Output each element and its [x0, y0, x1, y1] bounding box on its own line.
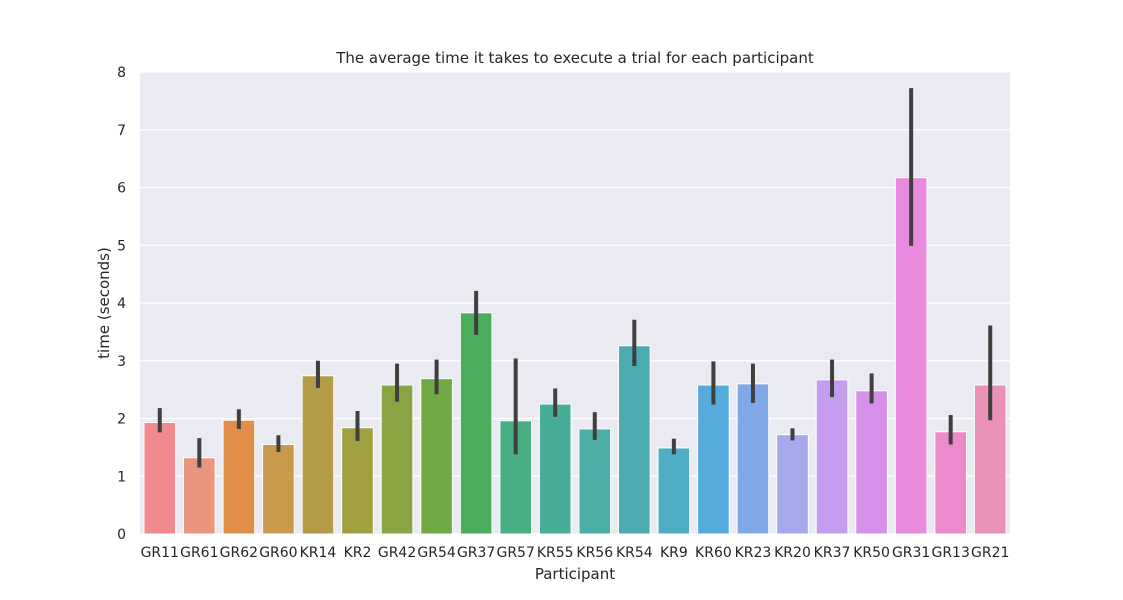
bar-kr60 [697, 384, 730, 535]
x-tick-label: KR37 [814, 545, 851, 561]
x-tick-label: KR56 [576, 545, 613, 561]
y-tick-label: 6 [117, 181, 126, 197]
chart-title: The average time it takes to execute a t… [335, 49, 814, 67]
bar-kr2 [341, 427, 374, 535]
bar-kr54 [618, 345, 651, 535]
x-tick-label: GR31 [892, 545, 930, 561]
x-tick-label: GR37 [457, 545, 495, 561]
x-tick-label: GR42 [378, 545, 416, 561]
x-tick-label: GR54 [417, 545, 455, 561]
y-tick-labels: 0 1 2 3 4 5 6 7 8 [117, 65, 126, 543]
y-tick-label: 2 [117, 412, 126, 428]
bar-kr37 [815, 379, 849, 535]
x-tick-label: KR50 [853, 545, 890, 561]
x-tick-label: GR62 [220, 545, 258, 561]
x-axis-title: Participant [535, 565, 615, 583]
error-bars [157, 88, 993, 468]
bar-gr13 [934, 431, 968, 535]
x-tick-label: KR9 [660, 545, 688, 561]
bar-kr50 [855, 390, 888, 535]
y-axis-title: time (seconds) [95, 247, 113, 359]
bar-kr23 [736, 383, 770, 535]
y-tick-label: 3 [117, 354, 126, 370]
x-tick-labels: GR11 GR61 GR62 GR60 KR14 KR2 GR42 GR54 GR37 GR57 K… [141, 545, 1010, 561]
x-tick-label: KR23 [735, 545, 772, 561]
y-tick-label: 5 [117, 238, 126, 254]
bar-gr54 [420, 378, 453, 535]
bar-kr9 [657, 447, 691, 535]
bar-kr55 [538, 403, 572, 535]
bars [143, 177, 1007, 535]
bar-gr11 [143, 422, 177, 535]
y-tick-label: 1 [117, 469, 126, 485]
x-tick-label: GR21 [971, 545, 1009, 561]
bar-kr14 [301, 375, 335, 535]
y-tick-label: 0 [117, 527, 126, 543]
x-tick-label: KR55 [537, 545, 574, 561]
bar-gr42 [380, 384, 414, 535]
x-tick-label: KR14 [300, 545, 337, 561]
bar-kr20 [776, 434, 809, 535]
y-tick-label: 7 [117, 123, 126, 139]
bar-gr37 [459, 312, 493, 535]
x-tick-label: KR60 [695, 545, 732, 561]
y-tick-label: 8 [117, 65, 126, 81]
x-tick-label: GR13 [931, 545, 969, 561]
bar-gr62 [222, 419, 256, 535]
bar-gr60 [262, 443, 295, 535]
x-tick-label: KR2 [344, 545, 372, 561]
x-tick-label: GR11 [141, 545, 179, 561]
x-tick-label: GR57 [496, 545, 534, 561]
y-tick-label: 4 [117, 296, 126, 312]
x-tick-label: KR20 [774, 545, 811, 561]
x-tick-label: GR60 [259, 545, 297, 561]
x-tick-label: KR54 [616, 545, 653, 561]
bar-kr56 [578, 428, 612, 535]
bar-gr61 [183, 457, 216, 535]
x-tick-label: GR61 [180, 545, 218, 561]
